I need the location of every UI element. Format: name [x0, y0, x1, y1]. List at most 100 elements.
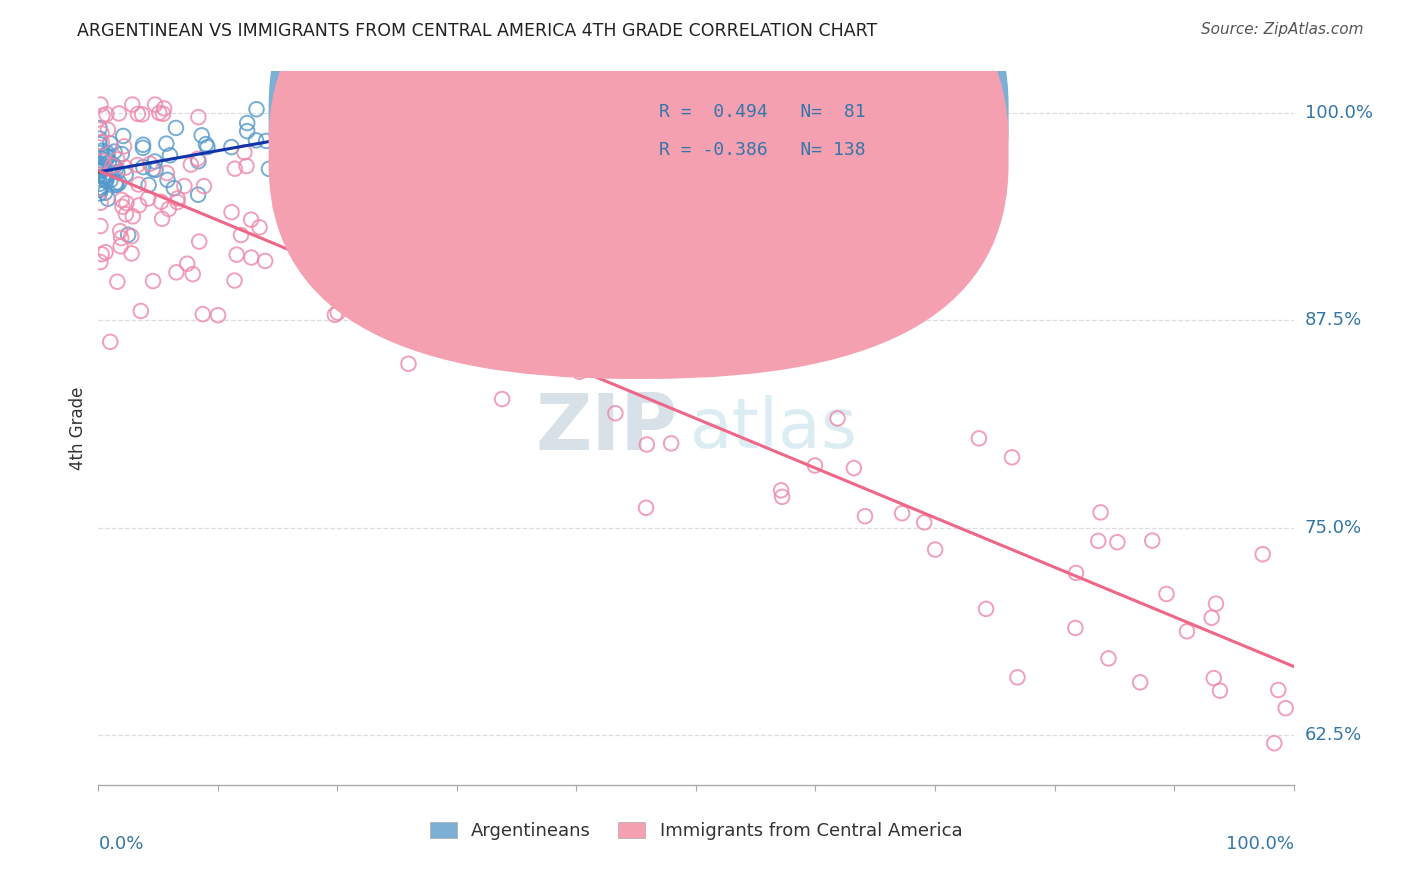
Point: [197, 140, 219, 154]
Point: [94, 186, 117, 200]
Point: [90, 181, 112, 195]
Point: [89, 163, 111, 178]
Point: [1209, 683, 1232, 698]
Point: [225, 247, 247, 261]
Point: [187, 187, 209, 202]
Point: [187, 110, 209, 124]
Point: [121, 210, 143, 224]
Point: [90, 135, 112, 149]
Point: [93, 161, 115, 176]
Text: 100.0%: 100.0%: [1305, 103, 1372, 122]
Point: [91, 160, 114, 174]
Point: [96, 174, 118, 188]
Point: [770, 483, 793, 498]
Point: [89, 182, 111, 196]
Point: [96, 150, 118, 164]
Point: [104, 178, 127, 193]
Point: [90, 127, 112, 141]
Point: [1263, 736, 1285, 750]
Point: [121, 97, 143, 112]
Point: [366, 128, 388, 142]
Point: [127, 158, 149, 172]
Point: [89, 97, 111, 112]
Point: [305, 136, 328, 151]
Point: [398, 357, 420, 371]
Point: [89, 151, 111, 165]
Point: [380, 97, 402, 112]
Point: [291, 200, 314, 214]
Point: [233, 145, 256, 160]
Point: [104, 176, 127, 190]
Point: [412, 102, 434, 116]
Y-axis label: 4th Grade: 4th Grade: [69, 386, 87, 470]
Point: [974, 602, 997, 616]
Point: [132, 160, 155, 174]
Text: 100.0%: 100.0%: [1226, 835, 1294, 853]
Text: 62.5%: 62.5%: [1305, 726, 1362, 744]
Point: [114, 168, 136, 182]
Point: [127, 178, 149, 192]
Point: [153, 102, 176, 116]
Point: [634, 500, 657, 515]
Point: [131, 107, 153, 121]
Point: [187, 154, 209, 169]
Point: [155, 136, 177, 151]
Point: [173, 179, 195, 194]
Point: [108, 106, 131, 120]
Point: [90, 163, 112, 178]
Point: [1202, 671, 1225, 685]
Point: [240, 251, 263, 265]
Point: [257, 161, 280, 176]
Point: [180, 158, 202, 172]
Point: [1097, 651, 1119, 665]
Point: [132, 137, 155, 152]
Point: [515, 329, 537, 343]
Point: [142, 274, 165, 288]
Text: ARGENTINEAN VS IMMIGRANTS FROM CENTRAL AMERICA 4TH GRADE CORRELATION CHART: ARGENTINEAN VS IMMIGRANTS FROM CENTRAL A…: [77, 22, 877, 40]
Point: [91, 169, 114, 184]
Point: [224, 273, 246, 287]
Point: [89, 164, 111, 178]
Point: [156, 173, 179, 187]
Point: [145, 162, 167, 177]
Point: [89, 156, 111, 170]
Point: [356, 293, 378, 307]
Point: [636, 437, 658, 451]
Point: [434, 97, 457, 112]
Point: [96, 172, 118, 186]
Point: [1129, 675, 1152, 690]
Point: [105, 165, 128, 179]
FancyBboxPatch shape: [270, 0, 1008, 343]
Point: [631, 260, 654, 275]
Point: [891, 506, 914, 520]
Point: [1205, 597, 1227, 611]
Point: [221, 140, 243, 154]
Point: [659, 436, 682, 450]
Point: [112, 139, 135, 153]
Text: R =  0.494   N=  81: R = 0.494 N= 81: [659, 103, 866, 121]
Point: [97, 155, 120, 169]
Point: [89, 177, 111, 191]
Point: [108, 224, 131, 238]
Point: [112, 128, 135, 143]
Point: [101, 158, 124, 172]
Point: [409, 97, 432, 112]
Point: [1201, 611, 1223, 625]
Point: [436, 124, 458, 138]
Point: [96, 148, 118, 162]
Point: [105, 178, 128, 192]
Point: [254, 134, 277, 148]
Point: [103, 145, 125, 159]
Point: [557, 351, 579, 365]
Point: [132, 141, 155, 155]
Point: [842, 461, 865, 475]
Point: [128, 198, 150, 212]
Point: [117, 227, 139, 242]
Point: [491, 392, 513, 406]
Point: [1267, 683, 1289, 698]
Point: [89, 180, 111, 194]
Point: [245, 133, 267, 147]
Point: [149, 194, 172, 209]
Text: 75.0%: 75.0%: [1305, 519, 1362, 537]
Point: [181, 267, 204, 281]
